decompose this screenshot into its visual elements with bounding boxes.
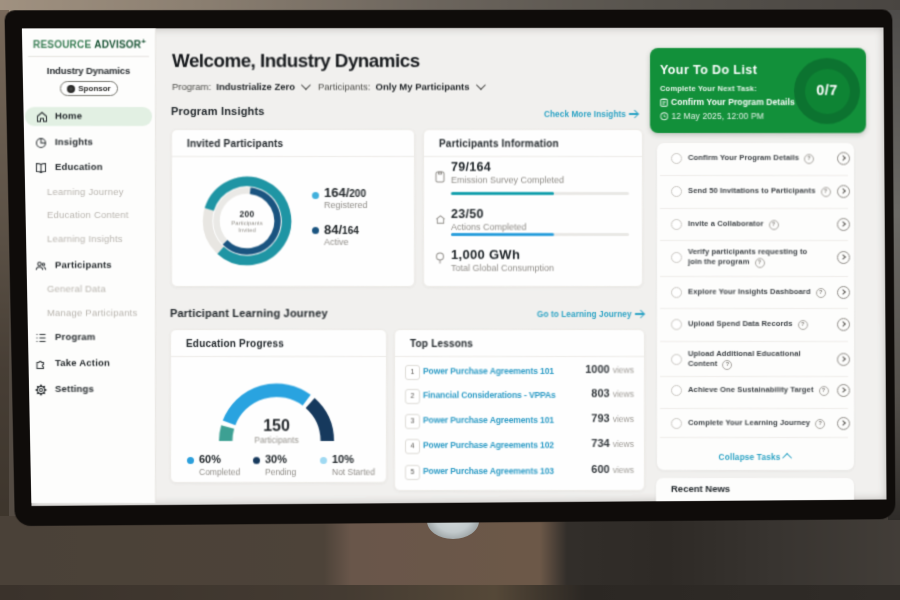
svg-text:Invited: Invited: [238, 228, 256, 234]
svg-text:200: 200: [239, 209, 254, 219]
svg-text:Participants: Participants: [231, 221, 262, 227]
